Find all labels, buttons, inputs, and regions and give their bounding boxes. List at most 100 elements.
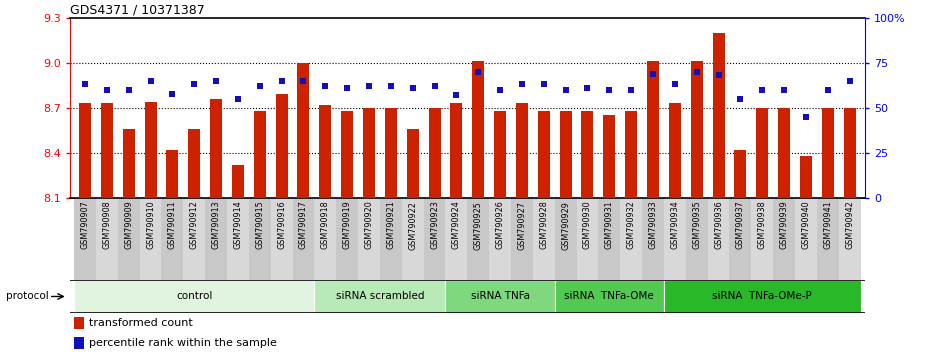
Bar [402, 198, 424, 280]
Bar [79, 103, 91, 198]
Bar [664, 198, 685, 280]
Text: GSM790933: GSM790933 [648, 201, 658, 249]
Bar [489, 198, 511, 280]
Bar [166, 150, 179, 198]
Text: GSM790935: GSM790935 [692, 201, 701, 250]
Bar [298, 63, 310, 198]
Text: GSM790941: GSM790941 [823, 201, 832, 249]
Bar [314, 280, 445, 313]
Text: GSM790925: GSM790925 [473, 201, 483, 250]
Bar [844, 108, 856, 198]
Text: GSM790921: GSM790921 [386, 201, 395, 250]
Bar [118, 198, 140, 280]
Text: GSM790932: GSM790932 [627, 201, 636, 250]
Bar [800, 156, 812, 198]
Text: GSM790927: GSM790927 [517, 201, 526, 250]
Text: GSM790931: GSM790931 [604, 201, 614, 249]
Text: GSM790909: GSM790909 [125, 201, 133, 250]
Bar [74, 280, 314, 313]
Bar [445, 280, 554, 313]
Text: protocol: protocol [6, 291, 48, 301]
Bar [293, 198, 314, 280]
Bar [123, 129, 135, 198]
Bar [424, 198, 445, 280]
Text: GSM790908: GSM790908 [102, 201, 112, 249]
Bar [140, 198, 162, 280]
Bar [227, 198, 249, 280]
Text: GSM790936: GSM790936 [714, 201, 723, 249]
Bar [210, 99, 222, 198]
Bar [96, 198, 118, 280]
Bar [341, 111, 353, 198]
Bar [822, 108, 834, 198]
Text: GSM790912: GSM790912 [190, 201, 199, 250]
Bar [494, 111, 506, 198]
Bar [560, 111, 572, 198]
Text: GSM790940: GSM790940 [802, 201, 810, 249]
Text: GSM790920: GSM790920 [365, 201, 374, 250]
Bar [554, 280, 664, 313]
Text: GSM790937: GSM790937 [736, 201, 745, 250]
Bar [319, 105, 331, 198]
Bar [533, 198, 554, 280]
Text: GDS4371 / 10371387: GDS4371 / 10371387 [70, 4, 205, 17]
Bar [183, 198, 206, 280]
Bar [664, 280, 860, 313]
Bar [756, 108, 768, 198]
Bar [232, 165, 244, 198]
Text: transformed count: transformed count [89, 318, 193, 328]
Text: GSM790907: GSM790907 [81, 201, 89, 250]
Bar [620, 198, 642, 280]
Bar [581, 111, 593, 198]
Text: GSM790913: GSM790913 [212, 201, 220, 249]
Bar [712, 33, 724, 198]
Bar [206, 198, 227, 280]
Bar [363, 108, 375, 198]
Bar [511, 198, 533, 280]
Text: GSM790926: GSM790926 [496, 201, 505, 250]
Bar [467, 198, 489, 280]
Bar [839, 198, 860, 280]
Bar [472, 61, 485, 198]
Text: GSM790938: GSM790938 [758, 201, 766, 249]
Text: percentile rank within the sample: percentile rank within the sample [89, 338, 277, 348]
Bar [795, 198, 817, 280]
Bar [625, 111, 637, 198]
Bar [337, 198, 358, 280]
Bar [162, 198, 183, 280]
Text: GSM790922: GSM790922 [408, 201, 418, 250]
Bar [385, 108, 397, 198]
Text: GSM790934: GSM790934 [671, 201, 679, 249]
Bar [271, 198, 293, 280]
Bar [773, 198, 795, 280]
Text: control: control [176, 291, 212, 302]
Text: GSM790911: GSM790911 [168, 201, 177, 249]
Text: siRNA  TNFa-OMe-P: siRNA TNFa-OMe-P [712, 291, 812, 302]
Bar [691, 61, 703, 198]
Text: GSM790942: GSM790942 [845, 201, 854, 250]
Text: GSM790910: GSM790910 [146, 201, 155, 249]
Bar [598, 198, 620, 280]
Bar [100, 103, 113, 198]
Bar [144, 102, 156, 198]
Bar [604, 115, 616, 198]
Bar [254, 111, 266, 198]
Bar [817, 198, 839, 280]
Text: siRNA  TNFa-OMe: siRNA TNFa-OMe [565, 291, 654, 302]
Bar [73, 337, 84, 349]
Bar [73, 316, 84, 329]
Bar [249, 198, 271, 280]
Bar [554, 198, 577, 280]
Text: GSM790930: GSM790930 [583, 201, 592, 249]
Bar [729, 198, 751, 280]
Text: GSM790939: GSM790939 [779, 201, 789, 250]
Bar [74, 198, 96, 280]
Bar [708, 198, 729, 280]
Text: GSM790924: GSM790924 [452, 201, 461, 250]
Bar [669, 103, 681, 198]
Bar [380, 198, 402, 280]
Bar [538, 111, 550, 198]
Text: siRNA TNFa: siRNA TNFa [471, 291, 529, 302]
Bar [577, 198, 598, 280]
Bar [642, 198, 664, 280]
